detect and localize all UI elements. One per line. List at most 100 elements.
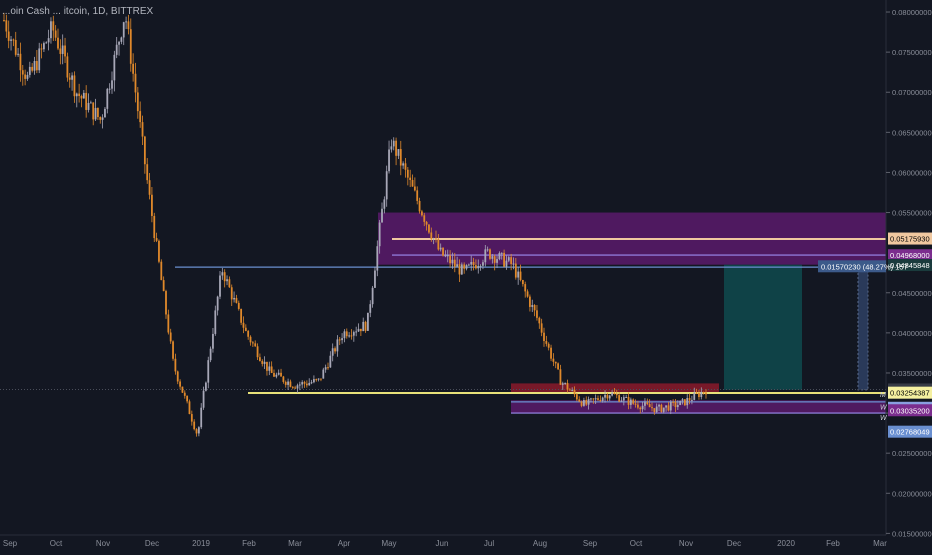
candle-body [111, 80, 113, 89]
candle-body [221, 272, 224, 276]
candle-body [637, 404, 639, 408]
candle-body [453, 259, 456, 267]
candle-body [97, 107, 99, 118]
candle-body [486, 249, 489, 251]
candle-body [529, 296, 531, 307]
candle-body [435, 238, 437, 240]
candle-body [324, 367, 327, 370]
candle-body [430, 232, 433, 240]
candle-body [547, 343, 550, 348]
candle-body [399, 149, 402, 166]
price-label-text: 0.02768049 [890, 428, 930, 437]
candle-body [320, 378, 322, 380]
x-tick-label: Sep [583, 539, 598, 548]
candle-body [604, 394, 606, 398]
teal-zone-3[interactable] [724, 264, 802, 390]
y-tick-label: 0.05500000 [892, 209, 932, 218]
candle-body [193, 421, 196, 430]
candle-body [73, 75, 76, 97]
candle-body [24, 74, 27, 79]
purple-zone-1[interactable] [511, 400, 886, 414]
candle-body [573, 389, 576, 395]
candle-body [540, 323, 543, 333]
candle-body [611, 392, 613, 396]
candle-body [122, 22, 125, 38]
y-tick-label: 0.02000000 [892, 489, 932, 498]
candle-body [237, 302, 240, 309]
candle-body [92, 102, 95, 120]
x-tick-label: Dec [145, 539, 159, 548]
x-tick-label: Jun [436, 539, 449, 548]
candle-body [64, 45, 66, 57]
price-label: 0.04968000 [888, 249, 932, 262]
candle-body [655, 406, 658, 412]
candle-body [151, 194, 153, 216]
candle-body [674, 401, 677, 408]
candle-body [618, 395, 621, 402]
candle-body [421, 211, 423, 216]
candle-body [141, 122, 144, 137]
candle-body [406, 169, 409, 178]
candle-body [590, 398, 592, 400]
candle-body [519, 271, 522, 280]
candle-body [331, 348, 334, 356]
candle-body [80, 95, 83, 99]
candle-body [552, 358, 555, 362]
candle-body [289, 381, 292, 387]
candle-body [367, 312, 369, 331]
candle-body [200, 407, 203, 428]
candle-body [273, 372, 275, 377]
candle-body [578, 399, 581, 402]
price-label-bg [888, 386, 932, 399]
candle-body [571, 389, 574, 391]
price-label-bg [888, 232, 932, 245]
candle-body [5, 20, 8, 32]
candle-body [3, 20, 5, 22]
candle-body [35, 60, 38, 71]
y-tick-label: 0.04000000 [892, 329, 932, 338]
candle-body [132, 63, 135, 74]
candle-body [585, 399, 588, 405]
candle-body [648, 404, 651, 408]
candle-body [148, 180, 151, 195]
candle-body [503, 252, 505, 267]
candle-body [695, 392, 698, 394]
candle-body [521, 279, 524, 285]
candle-body [12, 39, 15, 41]
candle-body [162, 280, 165, 292]
candle-body [514, 263, 517, 278]
candle-body [475, 265, 477, 269]
candle-body [190, 414, 193, 422]
candle-body [660, 404, 663, 412]
candle-body [226, 279, 228, 282]
red-zone-2[interactable] [511, 383, 719, 394]
candle-body [395, 140, 397, 156]
price-label-bg [888, 425, 932, 438]
x-tick-label: Apr [338, 539, 351, 548]
candle-body [259, 357, 261, 361]
candle-body [350, 335, 353, 337]
measure-bar[interactable] [857, 264, 869, 391]
candle-body [543, 332, 545, 342]
candle-body [87, 102, 90, 110]
candle-body [230, 287, 233, 300]
candle-body [155, 238, 158, 241]
candle-body [205, 382, 207, 391]
candle-body [270, 366, 273, 373]
candle-body [679, 400, 682, 406]
candle-body [348, 335, 351, 337]
candle-body [683, 399, 686, 406]
candle-body [580, 401, 583, 406]
candle-body [512, 263, 515, 265]
candle-body [28, 66, 31, 75]
candle-body [26, 74, 29, 79]
candle-body [639, 407, 642, 410]
x-tick-label: Mar [288, 539, 302, 548]
price-label-text: 0.03035200 [890, 406, 930, 415]
candle-body [47, 38, 50, 43]
measure-label-text: 0.01570230 (48.27%) 157 [821, 262, 908, 271]
candle-body [75, 93, 78, 97]
candle-body [418, 200, 421, 212]
